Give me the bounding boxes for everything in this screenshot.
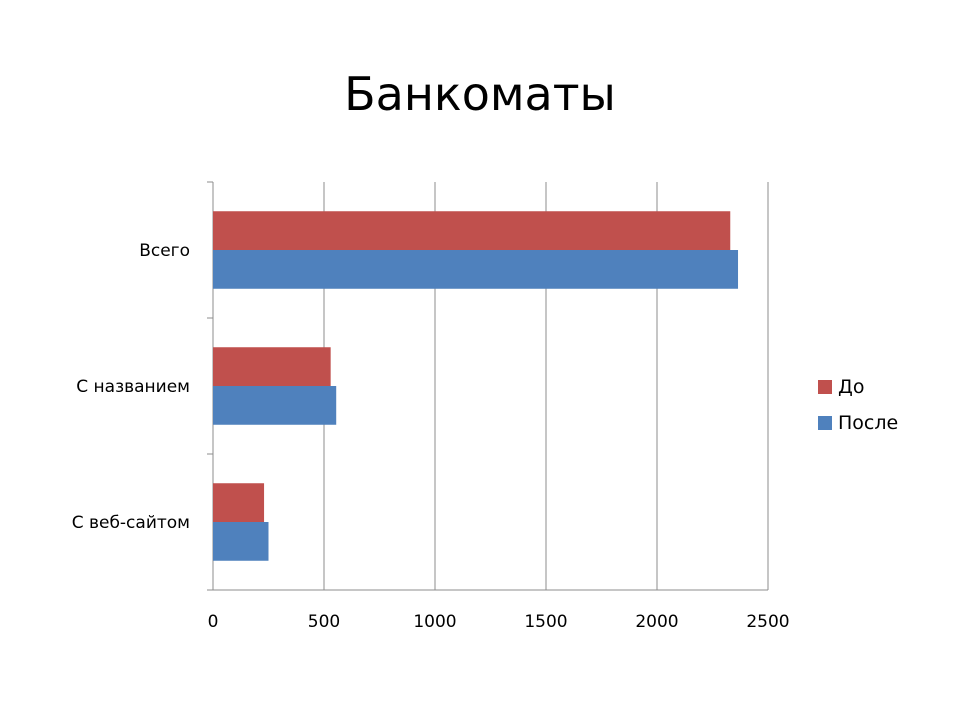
category-label: С названием	[76, 377, 190, 397]
x-tick-label: 2500	[746, 612, 789, 632]
x-tick-label: 1000	[413, 612, 456, 632]
category-label: С веб-сайтом	[72, 513, 190, 533]
legend-swatch	[818, 380, 832, 394]
legend: До После	[818, 376, 898, 434]
chart-title: Банкоматы	[344, 67, 616, 121]
x-tick-label: 500	[308, 612, 340, 632]
legend-label: До	[838, 376, 864, 398]
x-tick-label: 2000	[635, 612, 678, 632]
category-label: Всего	[139, 241, 190, 261]
bar-posle	[213, 250, 739, 289]
category-labels: Всего С названием С веб-сайтом	[72, 241, 190, 533]
x-tick-label: 0	[208, 612, 219, 632]
bar-posle	[213, 522, 269, 561]
bars	[213, 211, 739, 561]
bar-posle	[213, 386, 337, 425]
bar-do	[213, 483, 265, 522]
bar-do	[213, 211, 731, 250]
legend-label: После	[838, 412, 898, 434]
bar-do	[213, 347, 331, 386]
x-tick-label: 1500	[524, 612, 567, 632]
legend-swatch	[818, 416, 832, 430]
x-tick-labels: 0 500 1000 1500 2000 2500	[208, 612, 790, 632]
